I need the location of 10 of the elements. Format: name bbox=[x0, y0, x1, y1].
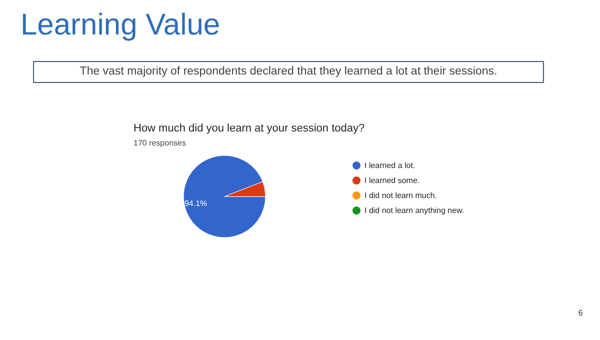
legend-label: I did not learn much. bbox=[364, 191, 437, 200]
chart-subtitle: 170 responses bbox=[134, 138, 186, 148]
text: Learning Value bbox=[20, 8, 220, 42]
data-label: 94.1% bbox=[184, 199, 208, 208]
legend-label: I learned a lot. bbox=[364, 161, 416, 170]
legend-label: I learned some. bbox=[364, 176, 420, 185]
chart-title: How much did you learn at your session today? bbox=[134, 122, 365, 134]
legend-label: I did not learn anything new. bbox=[364, 206, 464, 215]
text: The vast majority of respondents declared that they learned a lot at their sessions. bbox=[80, 66, 498, 78]
text: 6 bbox=[578, 308, 584, 318]
